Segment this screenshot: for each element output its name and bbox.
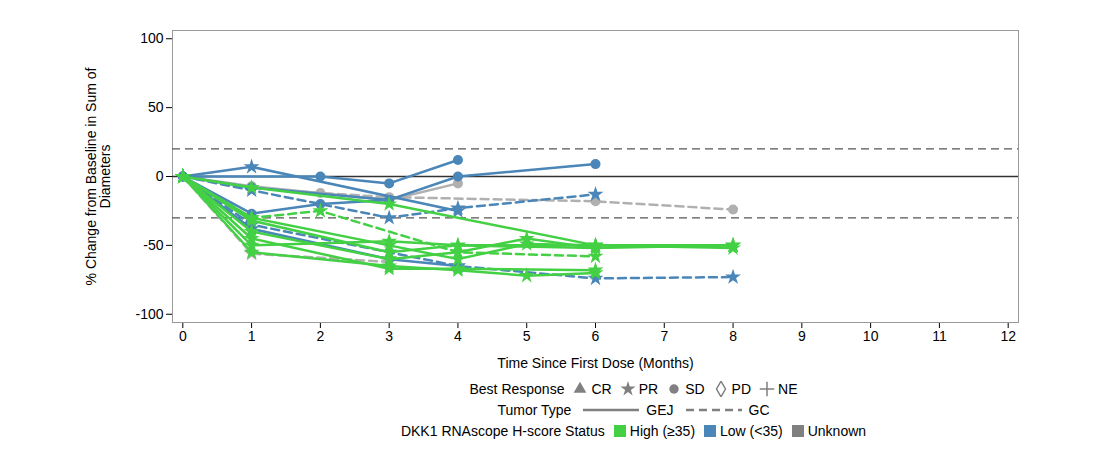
svg-text:5: 5 — [523, 328, 531, 344]
svg-text:2: 2 — [316, 328, 324, 344]
html-text:GEJ: GEJ — [646, 401, 674, 418]
html-text:PD: PD — [731, 380, 751, 397]
svg-text:12: 12 — [1000, 328, 1016, 344]
svg-text:8: 8 — [729, 328, 737, 344]
html-text:Unknown: Unknown — [807, 422, 867, 439]
svg-text:0: 0 — [179, 328, 187, 344]
html-text:PR: PR — [638, 380, 659, 397]
html-text:Low (<35): Low (<35) — [720, 422, 783, 439]
html-text:Best Response: Best Response — [469, 380, 565, 397]
html-text:DKK1 RNAscope H-score Status: DKK1 RNAscope H-score Status — [400, 422, 605, 439]
svg-text:7: 7 — [660, 328, 668, 344]
svg-text:6: 6 — [592, 328, 600, 344]
svg-text:11: 11 — [932, 328, 947, 344]
html-text:GC: GC — [748, 401, 770, 418]
html-text:CR: CR — [591, 380, 612, 397]
svg-text:9: 9 — [798, 328, 806, 344]
svg-text:50: 50 — [148, 99, 164, 115]
svg-text:4: 4 — [454, 328, 462, 344]
html-text:SD: SD — [685, 380, 705, 397]
svg-text:1: 1 — [248, 328, 256, 344]
svg-text:-100: -100 — [135, 306, 163, 322]
html-text:High (≥35): High (≥35) — [629, 422, 695, 439]
svg-text:% Change from Baseline in Sum: % Change from Baseline in Sum ofDiameter… — [83, 67, 113, 285]
html-text:Tumor Type: Tumor Type — [497, 401, 572, 418]
svg-text:-50: -50 — [143, 237, 163, 253]
svg-text:0: 0 — [156, 168, 164, 184]
svg-text:10: 10 — [863, 328, 879, 344]
html-text:NE: NE — [778, 380, 798, 397]
svg-text:100: 100 — [140, 30, 164, 46]
svg-text:Time Since First Dose (Months): Time Since First Dose (Months) — [497, 355, 693, 371]
svg-text:3: 3 — [385, 328, 393, 344]
